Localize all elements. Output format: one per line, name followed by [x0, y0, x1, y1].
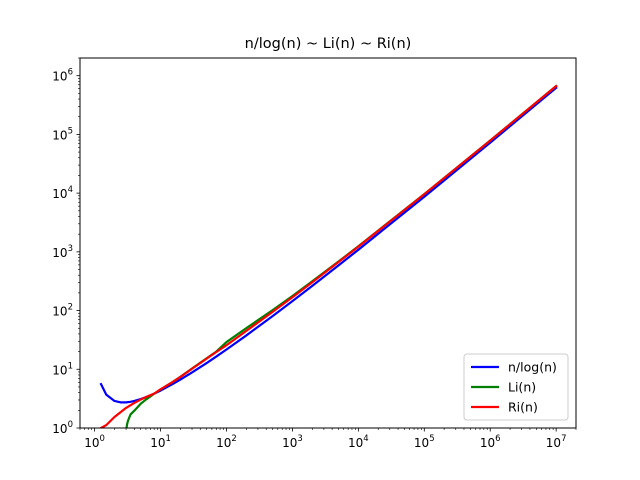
legend-box — [463, 353, 569, 421]
y-tick-label: 103 — [52, 244, 73, 260]
y-tick-label: 100 — [52, 420, 73, 436]
y-tick-label: 102 — [52, 303, 73, 319]
x-tick-label: 100 — [84, 434, 105, 450]
legend-label: n/log(n) — [508, 360, 557, 375]
legend-label: Ri(n) — [508, 400, 538, 415]
legend-label: Li(n) — [508, 380, 536, 395]
y-tick-label: 105 — [52, 126, 73, 142]
series-line-n-log-n — [99, 86, 558, 404]
x-tick-label: 106 — [480, 434, 501, 450]
x-tick-label: 102 — [216, 434, 237, 450]
y-tick-label: 101 — [52, 361, 73, 377]
y-tick-label: 104 — [52, 185, 73, 201]
legend: n/log(n) Li(n) Ri(n) — [463, 353, 569, 421]
y-tick-label: 106 — [52, 68, 73, 84]
x-tick-label: 107 — [546, 434, 567, 450]
x-tick-label: 103 — [282, 434, 303, 450]
series-line-ri-n — [99, 84, 558, 428]
x-tick-label: 105 — [414, 434, 435, 450]
plot-area — [99, 84, 558, 428]
x-tick-label: 104 — [348, 434, 369, 450]
x-tick-label: 101 — [150, 434, 171, 450]
chart-title: n/log(n) ~ Li(n) ~ Ri(n) — [245, 36, 412, 52]
axes-frame — [79, 57, 577, 429]
